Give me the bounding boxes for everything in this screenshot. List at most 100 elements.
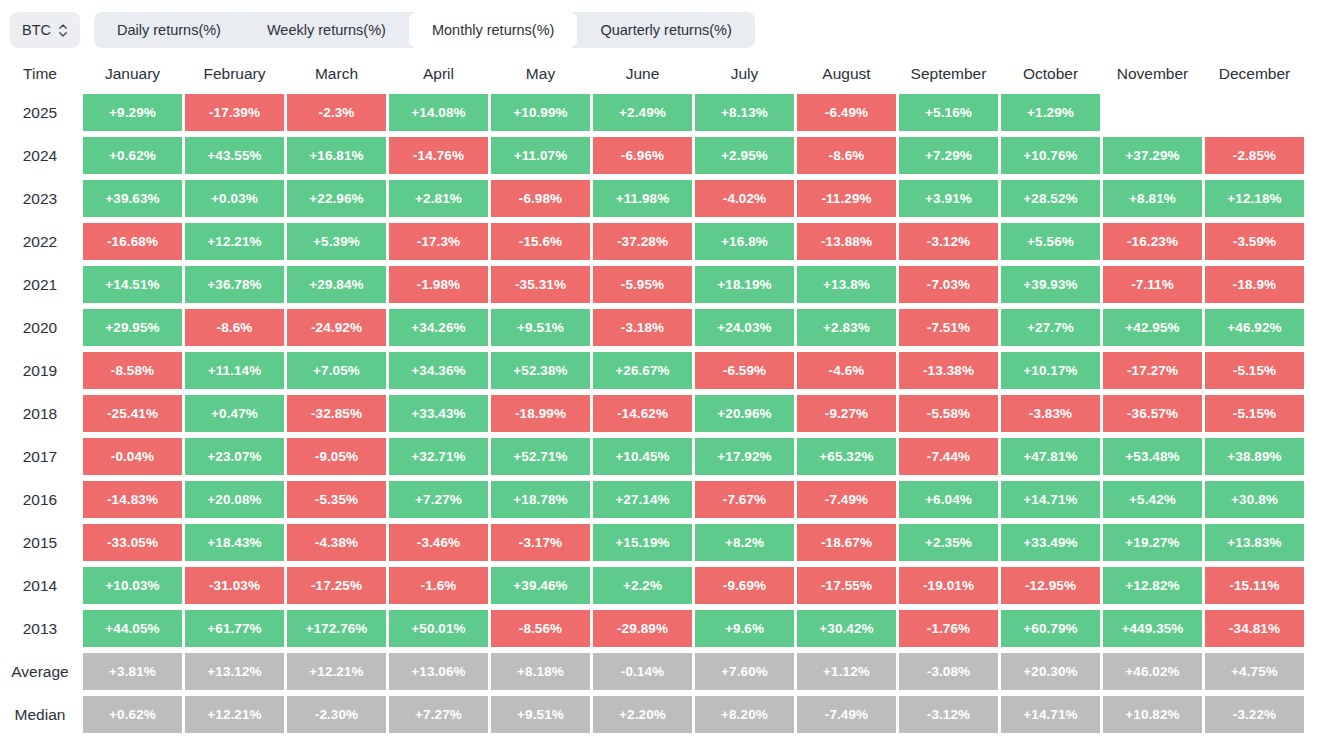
return-cell: -18.99% [491,395,590,432]
return-cell: +1.12% [797,653,896,690]
symbol-select[interactable]: BTC [10,12,80,48]
row-label: 2018 [0,395,80,432]
return-cell: -14.76% [389,137,488,174]
return-cell: +52.71% [491,438,590,475]
return-cell: +13.8% [797,266,896,303]
return-cell: -3.83% [1001,395,1100,432]
return-cell: +8.13% [695,94,794,131]
return-cell: -17.3% [389,223,488,260]
return-cell: +16.8% [695,223,794,260]
return-cell: -6.96% [593,137,692,174]
return-cell: +27.14% [593,481,692,518]
return-cell: +65.32% [797,438,896,475]
month-header: June [593,65,692,83]
row-label: Median [0,696,80,733]
month-header: October [1001,65,1100,83]
return-cell: -18.67% [797,524,896,561]
return-cell: +39.63% [83,180,182,217]
return-cell: -2.85% [1205,137,1304,174]
return-cell: +14.71% [1001,481,1100,518]
return-cell: -7.03% [899,266,998,303]
return-cell: -6.98% [491,180,590,217]
month-header: September [899,65,998,83]
return-cell: +6.04% [899,481,998,518]
tab-weekly[interactable]: Weekly returns(%) [244,12,409,48]
return-cell: -7.11% [1103,266,1202,303]
return-cell: -14.62% [593,395,692,432]
return-cell: -1.6% [389,567,488,604]
return-cell: +2.20% [593,696,692,733]
return-cell: +13.83% [1205,524,1304,561]
row-label: 2020 [0,309,80,346]
return-cell: +26.67% [593,352,692,389]
return-cell: -7.49% [797,481,896,518]
return-cell: +10.82% [1103,696,1202,733]
return-cell: -37.28% [593,223,692,260]
return-cell: +10.99% [491,94,590,131]
return-cell: +7.27% [389,696,488,733]
table-header-row: Time JanuaryFebruaryMarchAprilMayJuneJul… [0,57,1324,91]
return-cell: +10.45% [593,438,692,475]
return-cell: +11.07% [491,137,590,174]
return-cell: +34.26% [389,309,488,346]
return-cell: +28.52% [1001,180,1100,217]
return-cell: +47.81% [1001,438,1100,475]
return-cell: -3.22% [1205,696,1304,733]
return-cell: -0.14% [593,653,692,690]
return-cell: +5.16% [899,94,998,131]
month-header: January [83,65,182,83]
return-cell: +449.35% [1103,610,1202,647]
return-cell: +7.60% [695,653,794,690]
return-cell: +17.92% [695,438,794,475]
return-cell: -25.41% [83,395,182,432]
return-cell: -6.49% [797,94,896,131]
return-cell: +2.95% [695,137,794,174]
row-label: 2023 [0,180,80,217]
return-cell: +46.02% [1103,653,1202,690]
return-cell: +0.47% [185,395,284,432]
return-cell: -9.69% [695,567,794,604]
return-cell: -7.67% [695,481,794,518]
return-cell: +18.43% [185,524,284,561]
return-cell: -2.30% [287,696,386,733]
row-label: 2013 [0,610,80,647]
return-cell: -1.76% [899,610,998,647]
return-cell: -17.27% [1103,352,1202,389]
return-cell: -9.27% [797,395,896,432]
return-cell: +12.21% [185,696,284,733]
return-cell: +9.29% [83,94,182,131]
return-cell: +29.95% [83,309,182,346]
return-cell: +8.20% [695,696,794,733]
return-cell: -24.92% [287,309,386,346]
return-cell: +33.43% [389,395,488,432]
return-cell: -5.15% [1205,352,1304,389]
tab-daily[interactable]: Daily returns(%) [94,12,244,48]
tab-quarterly[interactable]: Quarterly returns(%) [577,12,754,48]
updown-chevron-icon [58,23,68,38]
return-cell: +10.76% [1001,137,1100,174]
return-cell: +23.07% [185,438,284,475]
return-cell: -11.29% [797,180,896,217]
return-cell: +7.27% [389,481,488,518]
return-cell: +44.05% [83,610,182,647]
return-cell: -17.25% [287,567,386,604]
return-cell: +0.03% [185,180,284,217]
return-cell: +12.18% [1205,180,1304,217]
return-cell: +8.18% [491,653,590,690]
return-cell: +15.19% [593,524,692,561]
tab-monthly[interactable]: Monthly returns(%) [409,12,577,48]
return-cell: -33.05% [83,524,182,561]
return-cell: -16.23% [1103,223,1202,260]
row-label: 2015 [0,524,80,561]
return-cell: -7.44% [899,438,998,475]
return-cell: +39.93% [1001,266,1100,303]
month-header: April [389,65,488,83]
return-cell: +9.51% [491,309,590,346]
return-cell: +2.49% [593,94,692,131]
return-cell: -15.11% [1205,567,1304,604]
return-cell: +10.03% [83,567,182,604]
return-cell: +13.12% [185,653,284,690]
return-cell: -4.38% [287,524,386,561]
return-cell: +2.81% [389,180,488,217]
return-cell: +43.55% [185,137,284,174]
